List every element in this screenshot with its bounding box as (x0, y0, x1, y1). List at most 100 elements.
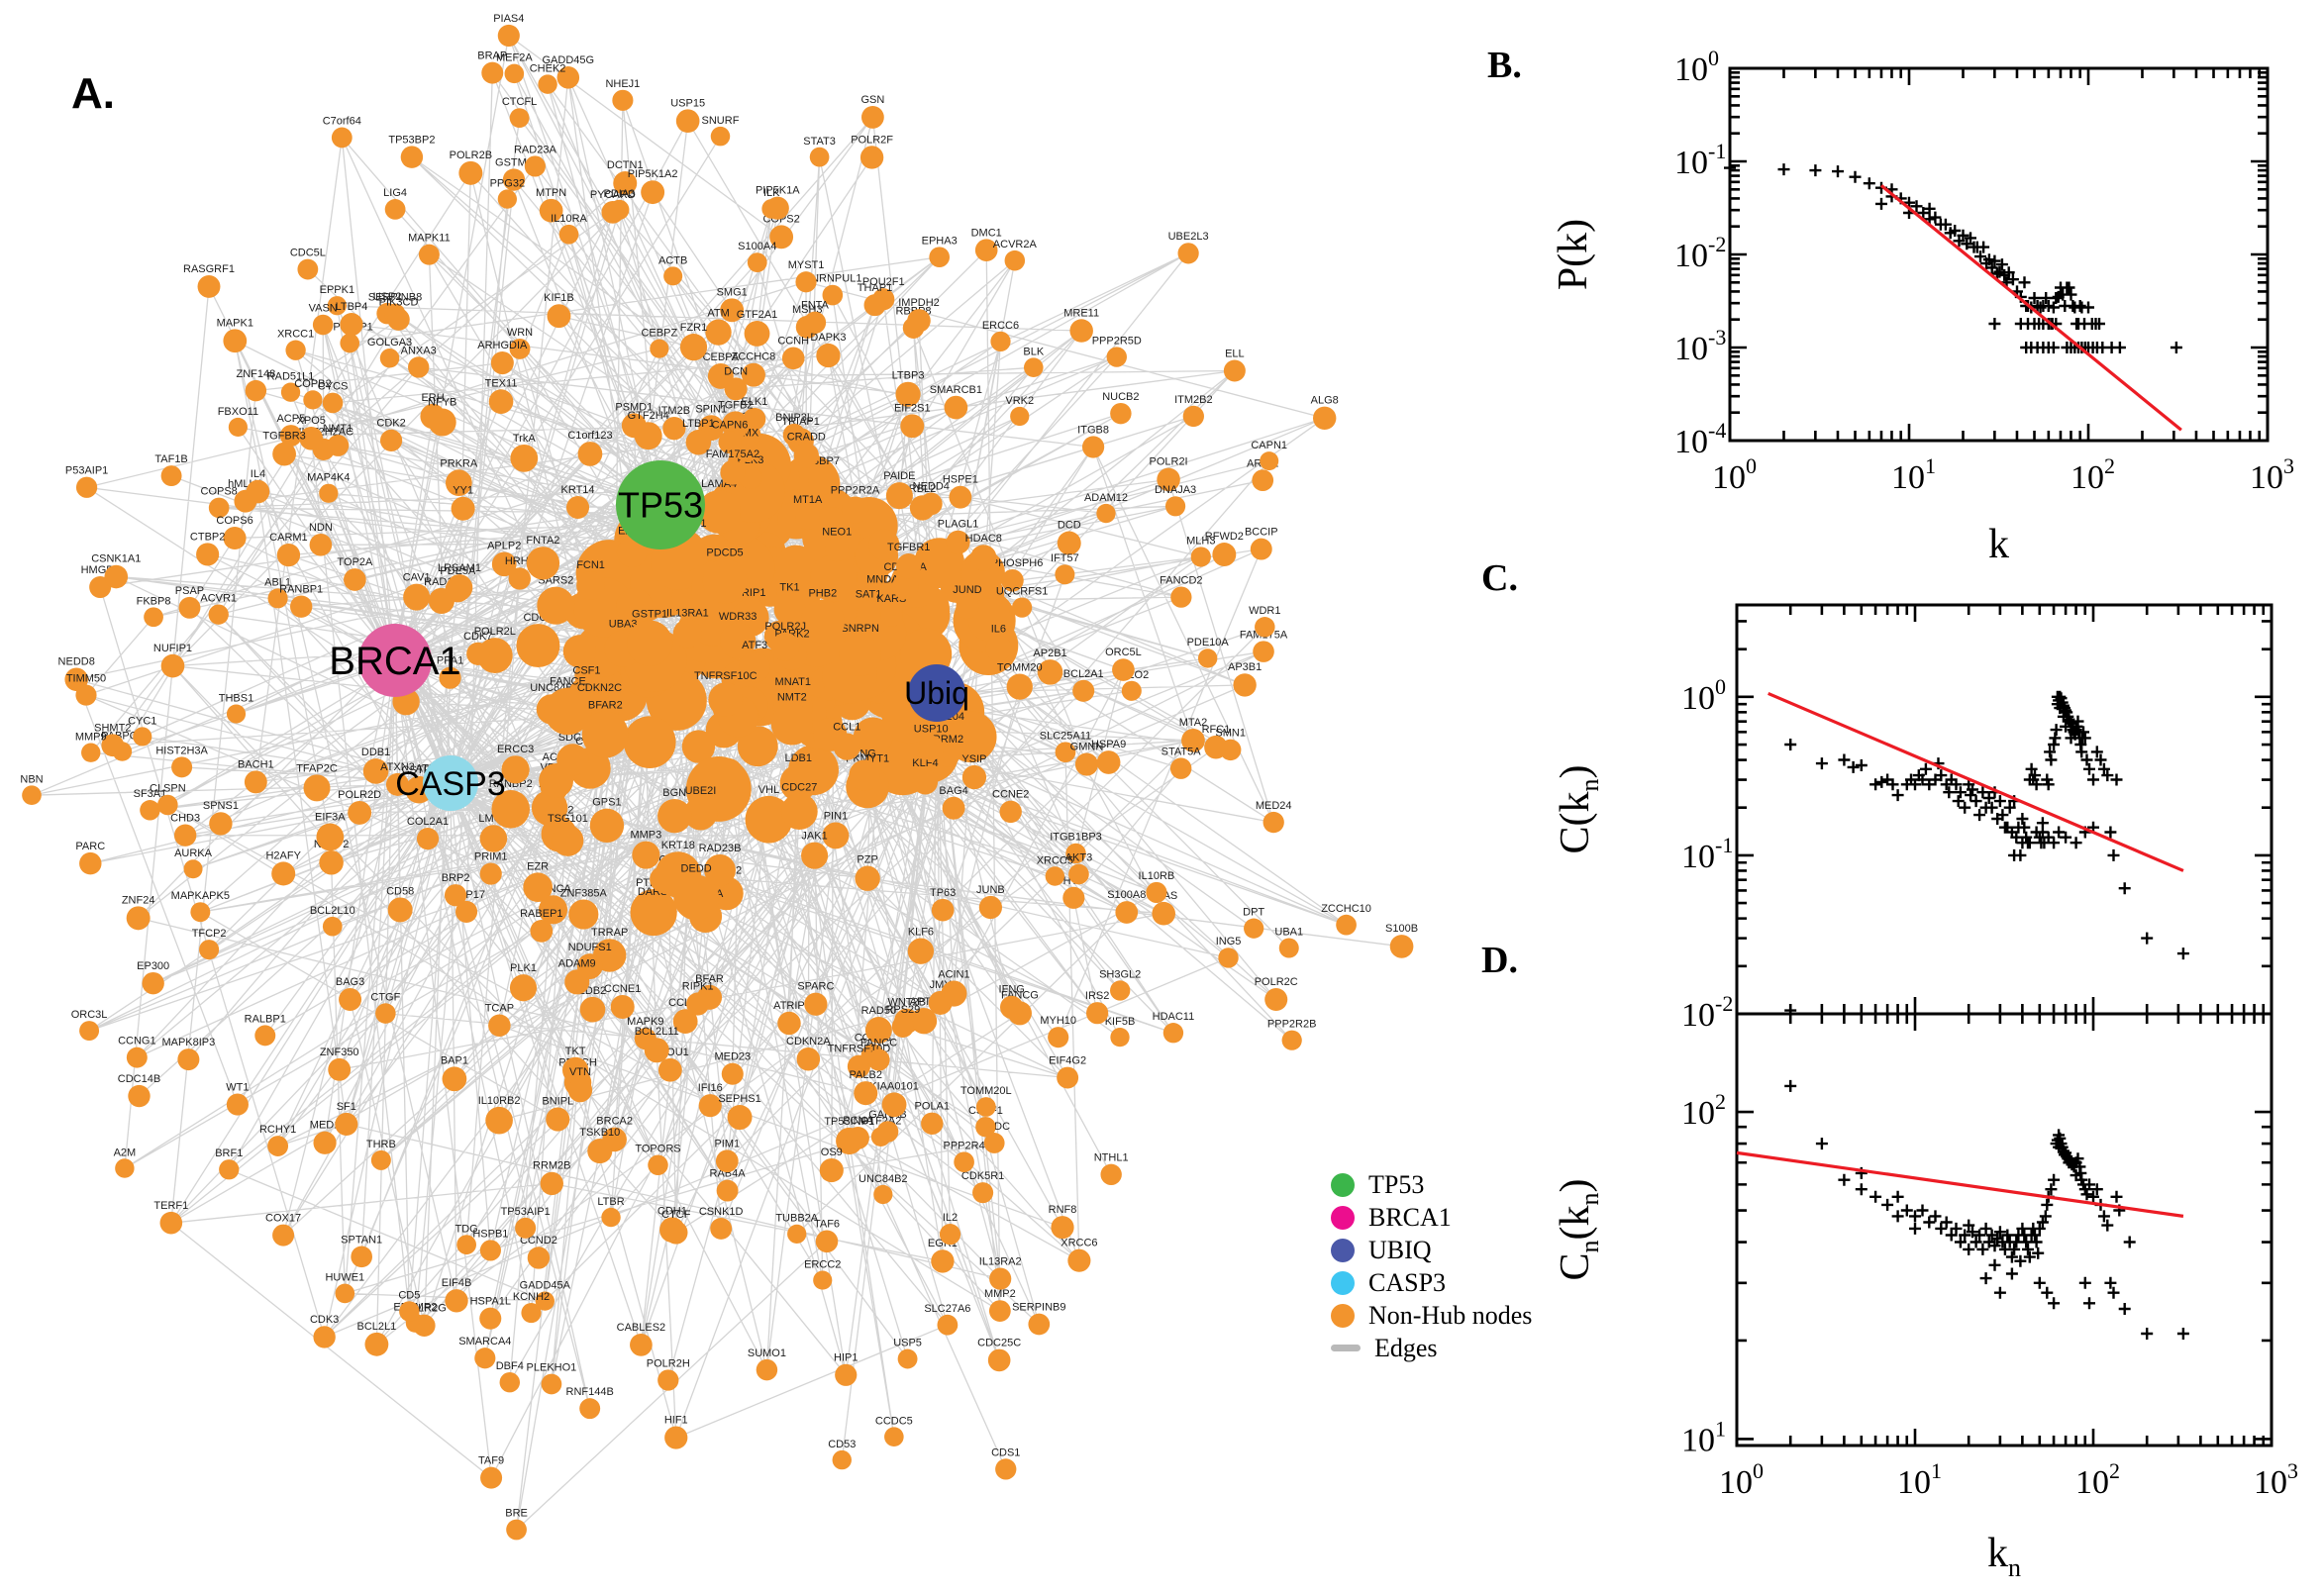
gene-label: DEDD (681, 863, 712, 875)
gene-label: ITM2B (658, 405, 690, 417)
gene-node (276, 543, 301, 567)
gene-node (641, 180, 665, 205)
gene-label: MMP3 (630, 830, 661, 842)
gene-node (197, 274, 221, 298)
gene-label: USP2 (373, 291, 402, 303)
gene-label: SUMO1 (748, 1347, 786, 1359)
legend-item-brca1: BRCA1 (1331, 1201, 1532, 1234)
gene-node (159, 1211, 183, 1235)
gene-label: MNDA (866, 573, 899, 585)
gene-label: MAPKAPK5 (171, 890, 230, 902)
gene-label: IL4 (251, 468, 265, 480)
gene-label: PPP2R4 (944, 1140, 985, 1151)
gene-label: EP300 (137, 960, 169, 972)
gene-node (442, 1066, 467, 1092)
gene-label: COPS8 (201, 486, 238, 498)
gene-label: GSN (860, 94, 884, 106)
x-tick-label: 100 (1712, 453, 1757, 496)
gene-label: CDKN2A (786, 1036, 831, 1047)
gene-label: ATXN3 (380, 761, 415, 773)
gene-label: FANCC (860, 1037, 897, 1048)
gene-node (686, 992, 710, 1016)
gene-node (379, 349, 400, 368)
gene-label: GTF2H4 (628, 410, 669, 422)
gene-label: S100A8 (1107, 889, 1146, 901)
gene-label: RIPK1 (682, 980, 714, 992)
gene-label: ZCCHC10 (1321, 903, 1371, 915)
gene-label: CDK5R1 (961, 1170, 1004, 1182)
gene-node (601, 1207, 621, 1228)
gene-node (623, 716, 676, 768)
gene-label: EIF2S1 (894, 402, 931, 414)
gene-label: GSTP1 (632, 608, 667, 620)
gene-label: ADAM9 (558, 957, 596, 969)
gene-node (800, 599, 846, 644)
gene-label: HDAC8 (965, 533, 1002, 545)
gene-label: BRE (505, 1508, 528, 1520)
gene-node (208, 497, 230, 519)
gene-node (835, 1363, 858, 1386)
gene-label: NBN (20, 773, 43, 785)
gene-node (1055, 564, 1075, 585)
gene-label: RFC1 (1202, 724, 1231, 736)
gene-label: CDC14B (118, 1073, 160, 1085)
gene-node (679, 334, 708, 361)
gene-node (918, 735, 944, 761)
gene-node (279, 425, 302, 448)
gene-node (770, 632, 800, 661)
gene-node (897, 1348, 918, 1369)
gene-node (779, 764, 817, 802)
gene-node (892, 573, 919, 600)
gene-label: UBE2I (685, 785, 717, 797)
gene-label: DCN (724, 365, 748, 377)
gene-label: POU2F1 (862, 276, 905, 288)
gene-label: DAPK3 (810, 332, 846, 344)
gene-label: ITM2B2 (1174, 394, 1213, 406)
gene-node (527, 1247, 551, 1269)
gene-label: GOLGA3 (367, 337, 412, 349)
gene-node (497, 189, 517, 209)
gene-label: MAPK1 (217, 317, 253, 329)
gene-label: COPB2 (294, 378, 331, 390)
gene-node (988, 1300, 1011, 1322)
gene-node (1169, 757, 1192, 779)
gene-label: HIP1 (834, 1352, 858, 1364)
gene-label: JUNB (976, 884, 1005, 896)
edges-line-swatch (1331, 1345, 1361, 1351)
gene-node (813, 1270, 833, 1290)
brca1-circle-swatch (1331, 1205, 1355, 1230)
gene-node (1181, 729, 1205, 752)
legend-item-nonhub: Non-Hub nodes (1331, 1299, 1532, 1332)
gene-node (849, 759, 880, 791)
gene-label: KIF5B (1105, 1016, 1136, 1028)
gene-node (860, 106, 884, 129)
gene-node (635, 897, 670, 933)
gene-label: TP53AIP1 (501, 1206, 551, 1218)
gene-node (272, 1224, 295, 1247)
gene-label: AP3B1 (1228, 661, 1262, 673)
gene-label: MED23 (714, 1051, 751, 1063)
gene-node (1389, 935, 1414, 958)
legend-item-tp53: TP53 (1331, 1168, 1532, 1201)
gene-label: CD58 (386, 885, 414, 897)
gene-label: ACVR2A (993, 239, 1038, 250)
gene-label: TP53BP2 (388, 134, 435, 146)
gene-label: FNTA (801, 300, 830, 312)
gene-label: HNRNPUL1 (803, 273, 861, 285)
gene-node (313, 1326, 336, 1348)
gene-node (385, 772, 410, 796)
gene-node (863, 294, 886, 317)
gene-node (364, 1332, 389, 1356)
gene-node (552, 825, 584, 856)
gene-label: NTHL1 (1094, 1152, 1129, 1164)
gene-label: XRCC6 (1060, 1238, 1097, 1249)
gene-node (1096, 503, 1116, 524)
gene-label: PLEKHO1 (527, 1362, 577, 1374)
gene-node (1281, 1030, 1302, 1050)
gene-node (458, 160, 483, 185)
gene-label: NEO1 (822, 526, 852, 538)
gene-node (540, 1171, 563, 1196)
gene-node (956, 595, 979, 620)
gene-label: IL10RB2 (478, 1095, 521, 1107)
gene-label: RCHY1 (259, 1124, 296, 1136)
